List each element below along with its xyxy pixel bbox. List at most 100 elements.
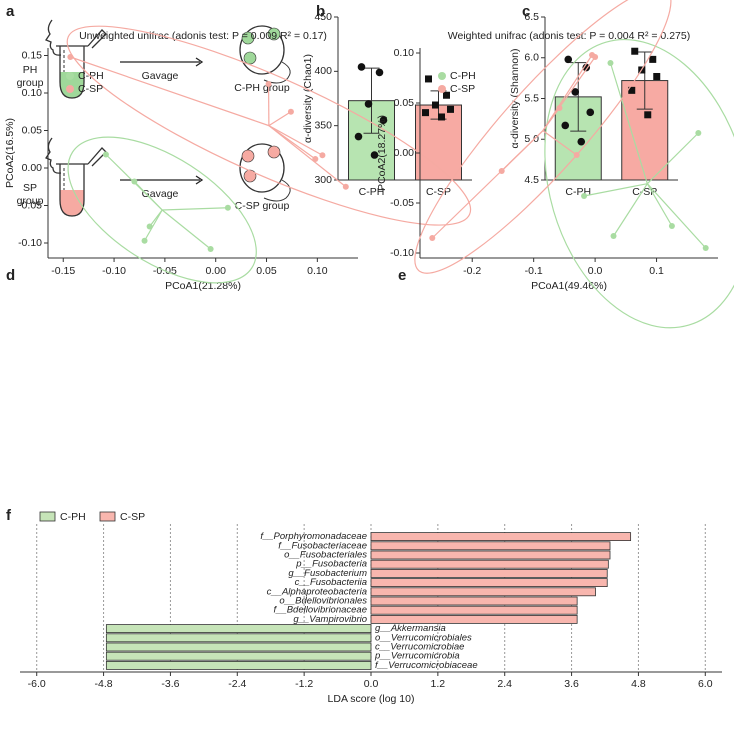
- spider-line: [646, 183, 673, 227]
- action-label: Gavage: [142, 188, 179, 200]
- data-point: [354, 132, 363, 141]
- category-label: f__Fusobacteriaceae: [278, 540, 367, 551]
- tube: [56, 147, 107, 217]
- x-tick-label: -0.2: [463, 265, 481, 277]
- group-label: PH: [23, 64, 38, 76]
- y-axis-label: PCoA2(18.27%): [376, 115, 388, 191]
- data-point: [102, 151, 109, 158]
- data-point: [649, 55, 657, 63]
- x-tick-label: 2.4: [497, 678, 512, 690]
- bar: [370, 615, 578, 624]
- y-tick-label: 0.15: [22, 49, 43, 61]
- legend-label: C-SP: [78, 83, 103, 95]
- bar: [370, 569, 608, 578]
- data-point: [695, 130, 702, 136]
- confidence-ellipse: [544, 38, 734, 329]
- category-label: f__Bdellovibrionaceae: [274, 605, 367, 616]
- category-label: g__Vampirovibrio: [293, 614, 367, 625]
- y-tick-label: 5.5: [524, 92, 539, 104]
- legend-marker: [66, 85, 74, 93]
- legend-label: C-PH: [450, 70, 476, 82]
- spider-line: [501, 130, 544, 172]
- spider-line: [268, 111, 292, 127]
- data-point: [438, 113, 445, 121]
- legend-label: C-SP: [450, 83, 475, 95]
- x-axis-label: LDA score (log 10): [328, 693, 415, 705]
- tube-liquid: [60, 190, 84, 216]
- category-label: o__Fusobacteriales: [284, 550, 367, 561]
- confidence-ellipse: [67, 136, 257, 284]
- bar: [105, 661, 372, 670]
- error-bar: [570, 62, 587, 132]
- data-point: [67, 54, 74, 60]
- mouse-spot: [243, 169, 257, 183]
- data-point: [582, 63, 591, 72]
- x-tick-label: -0.1: [525, 265, 543, 277]
- data-point: [573, 152, 580, 158]
- x-tick-label: 0.1: [649, 265, 664, 277]
- category-label: o__Verrucomicrobiales: [375, 632, 472, 643]
- tube: [56, 29, 107, 99]
- legend-marker: [438, 72, 446, 80]
- legend-marker: [438, 85, 446, 93]
- category-label: c__Fusobacteriia: [295, 577, 367, 588]
- y-tick-label: 450: [314, 11, 332, 23]
- y-tick-label: 6.5: [524, 11, 539, 23]
- data-point: [443, 91, 450, 99]
- y-tick-label: 6.0: [524, 52, 539, 64]
- chart-title: Unweighted unifrac (adonis test: P = 0.0…: [79, 30, 327, 42]
- y-axis-label: PCoA2(16.5%): [4, 118, 16, 188]
- bar: [105, 633, 372, 643]
- spider-line: [609, 62, 648, 184]
- y-tick-label: 0.05: [394, 97, 415, 109]
- spider-line: [268, 125, 323, 156]
- bar: [370, 550, 611, 560]
- data-point: [581, 193, 588, 199]
- data-point: [561, 121, 570, 130]
- y-tick-label: 0.10: [22, 87, 43, 99]
- error-bar: [636, 51, 653, 110]
- x-axis-label: PCoA1(49.46%): [531, 280, 607, 292]
- data-point: [498, 168, 505, 174]
- y-tick-label: -0.10: [18, 237, 42, 249]
- y-tick-label: 350: [314, 119, 332, 131]
- bar: [105, 624, 372, 633]
- confidence-ellipse: [414, 0, 672, 274]
- x-tick-label: 0.00: [205, 265, 226, 277]
- x-tick-label: C-PH: [359, 186, 385, 198]
- spider-line: [542, 56, 596, 132]
- category-label: f__Verrucomicrobiaceae: [375, 660, 478, 671]
- data-point: [379, 116, 388, 125]
- y-tick-label: -0.05: [390, 197, 414, 209]
- tube-liquid: [60, 72, 84, 98]
- spider-line: [268, 125, 347, 188]
- legend-marker: [66, 72, 74, 80]
- bar: [370, 541, 611, 551]
- x-tick-label: 1.2: [431, 678, 446, 690]
- spider-line: [162, 207, 228, 211]
- group-label: SP: [23, 182, 37, 194]
- face-icon: [45, 19, 62, 56]
- data-point: [644, 111, 652, 119]
- y-tick-label: 300: [314, 174, 332, 186]
- panel-label: f: [6, 507, 12, 524]
- x-tick-label: 0.05: [256, 265, 277, 277]
- data-point: [364, 100, 373, 108]
- bar: [105, 651, 372, 661]
- category-label: g__Akkermansia: [375, 623, 446, 634]
- category-label: g__Fusobacterium: [288, 568, 367, 579]
- panel-label: a: [6, 3, 15, 20]
- spider-line: [613, 183, 648, 237]
- bar: [370, 559, 609, 569]
- y-tick-label: -0.10: [390, 247, 414, 259]
- spider-line: [161, 209, 211, 250]
- data-point: [702, 245, 709, 251]
- panel-label: d: [6, 267, 15, 284]
- spider-line: [646, 183, 707, 249]
- chart-title: Weighted unifrac (adonis test: P = 0.004…: [448, 30, 690, 42]
- bar: [370, 587, 596, 597]
- x-tick-label: -6.0: [28, 678, 46, 690]
- x-tick-label: -0.15: [51, 265, 75, 277]
- mouse-spot: [241, 149, 255, 163]
